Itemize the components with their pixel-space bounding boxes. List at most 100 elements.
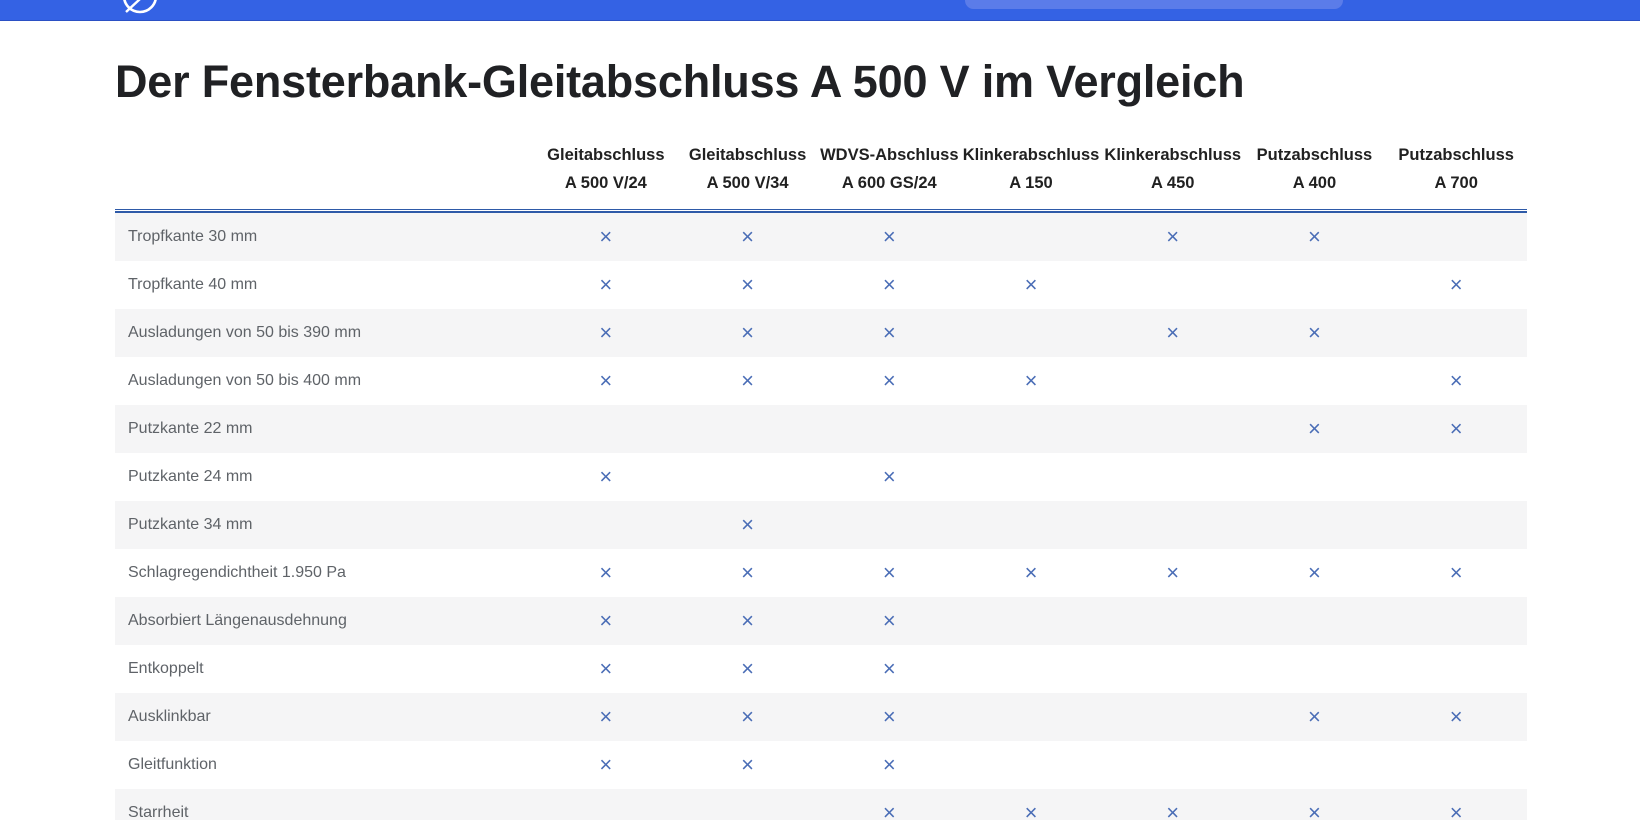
feature-label: Ausladungen von 50 bis 390 mm bbox=[128, 324, 362, 341]
x-mark-icon: × bbox=[882, 463, 896, 489]
feature-cell: × bbox=[1244, 223, 1386, 249]
table-row: Absorbiert Längenausdehnung × × × bbox=[115, 597, 1527, 645]
table-header-row: Gleitabschluss A 500 V/24 Gleitabschluss A … bbox=[115, 141, 1527, 209]
table-row: Schlagregendichtheit 1.950 Pa × × × × × × × bbox=[115, 549, 1527, 597]
feature-cell: × bbox=[1102, 321, 1244, 345]
x-mark-icon: × bbox=[741, 559, 754, 585]
x-mark-icon: × bbox=[1449, 415, 1463, 441]
x-mark-icon: × bbox=[599, 655, 613, 681]
column-product-model: A 600 GS/24 bbox=[841, 174, 937, 192]
feature-label: Schlagregendichtheit 1.950 Pa bbox=[128, 564, 346, 581]
table-body: Tropfkante 30 mm × × × × × Tropfkante 40 mm × × ×… bbox=[115, 213, 1527, 820]
x-mark-icon: × bbox=[1024, 367, 1038, 393]
feature-label: Ausklinkbar bbox=[128, 708, 211, 725]
feature-cell: × bbox=[1385, 703, 1527, 729]
feature-cell: × bbox=[535, 753, 677, 777]
feature-cell: × bbox=[818, 271, 960, 297]
feature-label: Putzkante 34 mm bbox=[128, 516, 253, 533]
feature-cell: × bbox=[677, 369, 819, 393]
feature-cell: × bbox=[960, 367, 1102, 393]
x-mark-icon: × bbox=[882, 655, 896, 681]
x-mark-icon: × bbox=[882, 223, 896, 249]
x-mark-icon: × bbox=[599, 559, 613, 585]
feature-cell: × bbox=[1102, 223, 1244, 249]
table-row: Ausladungen von 50 bis 400 mm × × × × × bbox=[115, 357, 1527, 405]
column-header-a-150: Klinkerabschluss A 150 bbox=[960, 141, 1102, 197]
x-mark-icon: × bbox=[1449, 271, 1463, 297]
x-mark-icon: × bbox=[741, 607, 754, 633]
feature-cell: × bbox=[818, 799, 960, 820]
column-header-a-450: Klinkerabschluss A 450 bbox=[1102, 141, 1244, 197]
column-product-name: Gleitabschluss bbox=[688, 146, 807, 164]
feature-cell: × bbox=[677, 559, 819, 585]
feature-cell: × bbox=[677, 705, 819, 729]
x-mark-icon: × bbox=[882, 607, 896, 633]
feature-label: Tropfkante 30 mm bbox=[128, 228, 258, 245]
column-product-name: WDVS-Abschluss bbox=[820, 146, 959, 164]
column-product-model: A 150 bbox=[1009, 174, 1053, 192]
x-mark-icon: × bbox=[1449, 703, 1463, 729]
x-mark-icon: × bbox=[599, 271, 613, 297]
feature-cell: × bbox=[677, 751, 819, 777]
feature-cell: × bbox=[818, 753, 960, 777]
feature-cell: × bbox=[1385, 415, 1527, 441]
feature-cell: × bbox=[1244, 415, 1386, 441]
feature-cell: × bbox=[818, 607, 960, 633]
feature-cell: × bbox=[535, 609, 677, 633]
table-header-divider bbox=[115, 209, 1527, 213]
x-mark-icon: × bbox=[599, 223, 613, 249]
feature-cell: × bbox=[960, 561, 1102, 585]
feature-cell: × bbox=[535, 369, 677, 393]
x-mark-icon: × bbox=[1166, 799, 1180, 820]
table-row: Ausladungen von 50 bis 390 mm × × × × × bbox=[115, 309, 1527, 357]
x-mark-icon: × bbox=[882, 367, 896, 393]
column-product-model: A 400 bbox=[1292, 174, 1337, 192]
feature-cell: × bbox=[818, 561, 960, 585]
x-mark-icon: × bbox=[1449, 559, 1463, 585]
feature-label: Starrheit bbox=[128, 804, 189, 820]
feature-label: Absorbiert Längenausdehnung bbox=[128, 612, 347, 629]
x-mark-icon: × bbox=[882, 319, 896, 345]
x-mark-icon: × bbox=[882, 703, 896, 729]
x-mark-icon: × bbox=[1308, 223, 1321, 249]
feature-cell: × bbox=[535, 223, 677, 249]
table-row: Entkoppelt × × × bbox=[115, 645, 1527, 693]
x-mark-icon: × bbox=[1024, 271, 1038, 297]
x-mark-icon: × bbox=[741, 751, 754, 777]
feature-cell: × bbox=[818, 703, 960, 729]
top-navigation-bar bbox=[0, 0, 1640, 21]
globe-logo-icon[interactable] bbox=[116, 0, 164, 20]
column-product-name: Klinkerabschluss bbox=[1104, 146, 1242, 164]
comparison-table: Gleitabschluss A 500 V/24 Gleitabschluss A … bbox=[115, 141, 1527, 820]
column-header-a-500-v-24: Gleitabschluss A 500 V/24 bbox=[535, 141, 677, 197]
x-mark-icon: × bbox=[1308, 415, 1321, 441]
page-title: Der Fensterbank-Gleitabschluss A 500 V i… bbox=[115, 56, 1245, 107]
table-row: Putzkante 22 mm × × bbox=[115, 405, 1527, 453]
feature-label: Entkoppelt bbox=[128, 660, 204, 677]
feature-label: Putzkante 22 mm bbox=[128, 420, 253, 437]
table-row: Putzkante 34 mm × bbox=[115, 501, 1527, 549]
column-product-name: Klinkerabschluss bbox=[962, 146, 1100, 164]
column-product-name: Putzabschluss bbox=[1398, 146, 1514, 164]
feature-cell: × bbox=[677, 657, 819, 681]
table-row: Tropfkante 40 mm × × × × × bbox=[115, 261, 1527, 309]
feature-cell: × bbox=[535, 705, 677, 729]
column-header-a-600-gs-24: WDVS-Abschluss A 600 GS/24 bbox=[818, 141, 960, 197]
feature-cell: × bbox=[1102, 799, 1244, 820]
feature-cell: × bbox=[1244, 321, 1386, 345]
table-row: Putzkante 24 mm × × bbox=[115, 453, 1527, 501]
x-mark-icon: × bbox=[882, 799, 896, 820]
x-mark-icon: × bbox=[1024, 799, 1038, 820]
x-mark-icon: × bbox=[741, 319, 754, 345]
x-mark-icon: × bbox=[1166, 223, 1180, 249]
x-mark-icon: × bbox=[882, 271, 896, 297]
feature-cell: × bbox=[535, 465, 677, 489]
feature-cell: × bbox=[677, 319, 819, 345]
feature-cell: × bbox=[535, 559, 677, 585]
column-header-a-700: Putzabschluss A 700 bbox=[1385, 141, 1527, 197]
feature-cell: × bbox=[535, 271, 677, 297]
feature-cell: × bbox=[535, 655, 677, 681]
feature-cell: × bbox=[818, 319, 960, 345]
column-product-model: A 500 V/34 bbox=[706, 174, 789, 192]
search-input[interactable] bbox=[965, 0, 1343, 9]
